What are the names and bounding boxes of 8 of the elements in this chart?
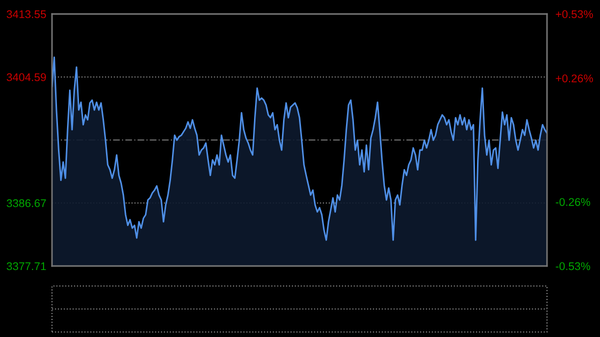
y2-tick-label: -0.53% — [556, 262, 590, 270]
y2-tick-label: -0.26% — [556, 198, 590, 206]
y-tick-label: 3377.71 — [6, 262, 46, 270]
y2-tick-label: +0.53% — [556, 10, 593, 18]
y-tick-label: 3386.67 — [6, 199, 46, 208]
y-tick-label: 3413.55 — [6, 10, 46, 18]
y2-tick-label: +0.26% — [556, 74, 593, 82]
y-tick-label: 3404.59 — [6, 73, 46, 82]
